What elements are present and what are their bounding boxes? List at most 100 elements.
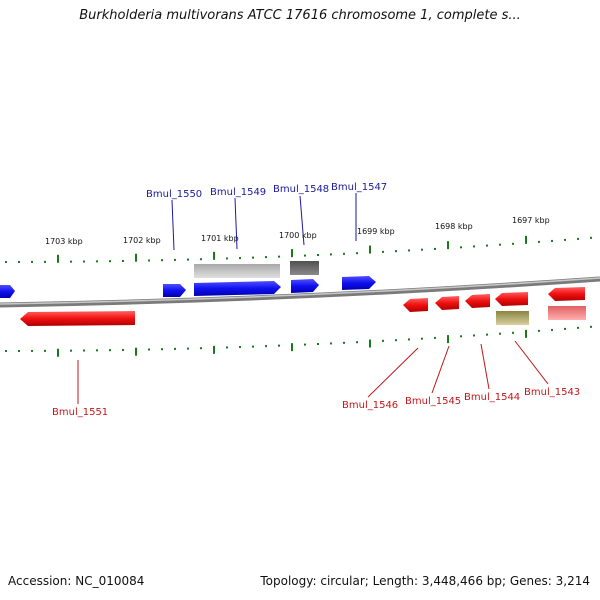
minor-tick — [317, 343, 319, 346]
major-tick — [291, 249, 293, 258]
minor-tick — [486, 333, 488, 336]
major-tick — [525, 235, 527, 244]
gene-arrow[interactable] — [163, 284, 186, 297]
minor-tick — [44, 260, 46, 263]
minor-tick — [109, 260, 111, 263]
gene-arrow[interactable] — [0, 285, 15, 298]
gene-label[interactable]: Bmul_1546 — [342, 400, 398, 411]
feature-block[interactable] — [496, 311, 529, 325]
major-tick — [135, 253, 137, 262]
gene-label[interactable]: Bmul_1551 — [52, 407, 108, 418]
minor-tick — [317, 254, 319, 257]
major-tick — [213, 251, 215, 260]
scale-label: 1700 kbp — [279, 231, 317, 240]
gene-label[interactable]: Bmul_1548 — [273, 184, 329, 195]
minor-tick — [551, 239, 553, 242]
minor-tick — [460, 335, 462, 338]
minor-tick — [226, 257, 228, 260]
gene-arrow[interactable] — [465, 294, 490, 308]
scale-label: 1701 kbp — [201, 234, 239, 243]
gene-arrow[interactable] — [548, 287, 585, 301]
gene-arrow[interactable] — [435, 296, 459, 310]
minor-tick — [122, 348, 124, 351]
major-tick — [369, 339, 371, 348]
minor-tick — [239, 257, 241, 260]
major-tick — [291, 343, 293, 352]
minor-tick — [512, 331, 514, 334]
minor-tick — [239, 346, 241, 349]
minor-tick — [265, 345, 267, 348]
major-tick — [135, 347, 137, 356]
minor-tick — [161, 348, 163, 351]
scale-label: 1703 kbp — [45, 237, 83, 246]
minor-tick — [31, 349, 33, 352]
minor-tick — [499, 243, 501, 246]
gene-arrow[interactable] — [403, 298, 428, 312]
major-tick — [57, 348, 59, 357]
outer-scale-ticks — [5, 235, 592, 263]
minor-tick — [5, 260, 7, 263]
minor-tick — [70, 260, 72, 263]
accession-text: Accession: NC_010084 — [8, 574, 145, 588]
bottom-gene-labels: Bmul_1551 Bmul_1546 Bmul_1545 Bmul_1544 … — [52, 340, 580, 418]
minor-tick — [330, 253, 332, 256]
minor-tick — [460, 246, 462, 249]
feature-block[interactable] — [548, 306, 586, 320]
gene-label[interactable]: Bmul_1547 — [331, 182, 387, 193]
gene-label[interactable]: Bmul_1549 — [210, 187, 266, 198]
minor-tick — [564, 238, 566, 241]
scale-label: 1698 kbp — [435, 222, 473, 231]
gene-arrow[interactable] — [495, 292, 528, 306]
minor-tick — [330, 342, 332, 345]
feature-block[interactable] — [194, 264, 280, 278]
minor-tick — [473, 245, 475, 248]
major-tick — [525, 329, 527, 338]
minor-tick — [382, 250, 384, 253]
minor-tick — [109, 349, 111, 352]
minor-tick — [564, 327, 566, 330]
gene-label[interactable]: Bmul_1544 — [464, 392, 520, 403]
chromosome-backbone — [0, 276, 600, 308]
gene-label[interactable]: Bmul_1550 — [146, 189, 202, 200]
minor-tick — [18, 260, 20, 263]
minor-tick — [226, 346, 228, 349]
minor-tick — [499, 332, 501, 335]
minor-tick — [187, 258, 189, 261]
minor-tick — [148, 259, 150, 262]
map-title: Burkholderia multivorans ATCC 17616 chro… — [79, 8, 521, 23]
top-gene-labels: Bmul_1550 Bmul_1549 Bmul_1548 Bmul_1547 — [146, 182, 387, 251]
minor-tick — [577, 237, 579, 240]
gene-label[interactable]: Bmul_1545 — [405, 396, 461, 407]
major-tick — [213, 345, 215, 354]
minor-tick — [343, 252, 345, 255]
minor-tick — [538, 329, 540, 332]
scale-labels: 1703 kbp 1702 kbp 1701 kbp 1700 kbp 1699… — [45, 216, 550, 246]
gene-arrow[interactable] — [194, 281, 281, 296]
minor-tick — [408, 249, 410, 252]
minor-tick — [83, 349, 85, 352]
minor-tick — [304, 343, 306, 346]
minor-tick — [278, 344, 280, 347]
major-tick — [447, 335, 449, 344]
minor-tick — [356, 341, 358, 344]
minor-tick — [83, 260, 85, 263]
minor-tick — [395, 339, 397, 342]
scale-label: 1697 kbp — [512, 216, 550, 225]
minor-tick — [5, 349, 7, 352]
gene-arrow[interactable] — [342, 276, 376, 290]
minor-tick — [408, 338, 410, 341]
minor-tick — [304, 254, 306, 257]
gene-label[interactable]: Bmul_1543 — [524, 387, 580, 398]
scale-label: 1702 kbp — [123, 236, 161, 245]
feature-block[interactable] — [290, 261, 319, 275]
minor-tick — [590, 325, 592, 328]
minor-tick — [187, 347, 189, 350]
minor-tick — [551, 328, 553, 331]
minor-tick — [96, 260, 98, 263]
minor-tick — [161, 259, 163, 262]
gene-arrow[interactable] — [291, 279, 319, 293]
minor-tick — [421, 337, 423, 340]
minor-tick — [200, 347, 202, 350]
gene-arrow[interactable] — [20, 311, 135, 326]
